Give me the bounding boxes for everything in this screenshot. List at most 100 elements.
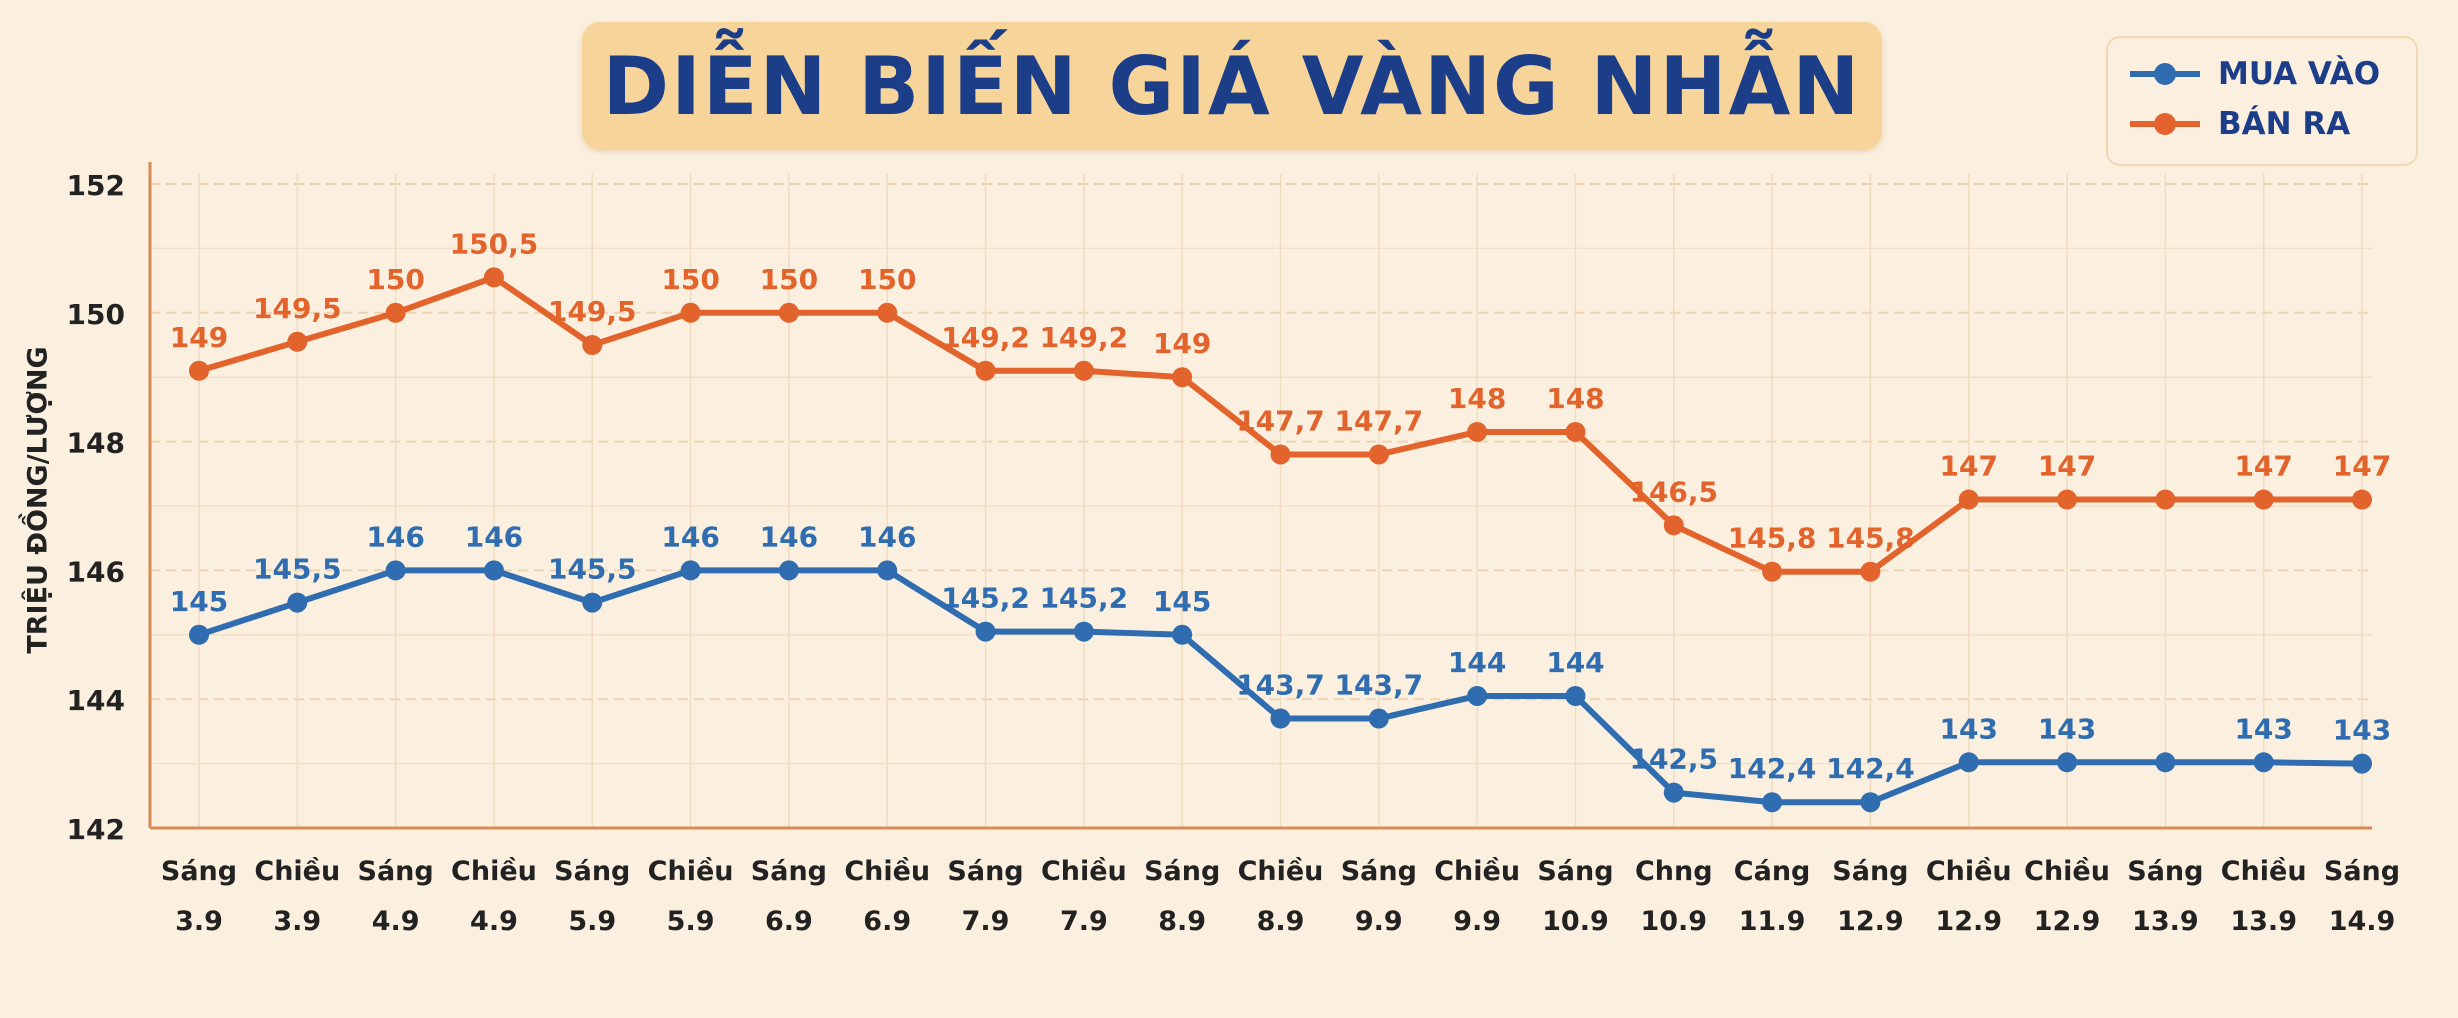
data-label: 147 xyxy=(2333,450,2391,483)
x-tick-label: Sáng xyxy=(1341,856,1417,887)
data-point xyxy=(582,592,603,613)
data-point xyxy=(1860,792,1881,813)
x-tick-label: Sáng xyxy=(947,856,1023,887)
x-tick-label-date: 3.9 xyxy=(273,906,321,937)
data-point xyxy=(483,560,504,581)
data-label: 149,5 xyxy=(253,292,342,325)
data-point xyxy=(877,302,898,323)
data-point xyxy=(1958,752,1979,773)
data-point xyxy=(385,560,406,581)
data-point xyxy=(1663,515,1684,536)
x-tick-label: Sáng xyxy=(358,856,434,887)
y-tick-label: 148 xyxy=(67,427,125,460)
x-tick-label: Chng xyxy=(1635,856,1713,887)
data-label: 145 xyxy=(1153,585,1211,618)
x-tick-label-date: 7.9 xyxy=(962,906,1010,937)
data-label: 149,2 xyxy=(941,321,1030,354)
x-tick-label-date: 12.9 xyxy=(2034,906,2101,937)
data-label: 145,8 xyxy=(1826,522,1915,555)
data-point xyxy=(1270,708,1291,729)
data-label: 146 xyxy=(366,520,424,553)
data-point xyxy=(975,360,996,381)
data-point xyxy=(1270,444,1291,465)
legend: MUA VÀO BÁN RA xyxy=(2106,36,2418,166)
y-tick-label: 146 xyxy=(67,555,125,588)
data-label: 143 xyxy=(1940,712,1998,745)
data-label: 146 xyxy=(858,520,916,553)
x-tick-label-date: 13.9 xyxy=(2132,906,2199,937)
axes xyxy=(148,162,2372,830)
x-tick-label-date: 8.9 xyxy=(1158,906,1206,937)
legend-marker-ban-ra xyxy=(2130,113,2200,135)
x-tick-label: Chiều xyxy=(844,856,930,887)
x-tick-label-date: 5.9 xyxy=(667,906,715,937)
data-label: 148 xyxy=(1546,382,1604,415)
x-tick-label-date: 9.9 xyxy=(1355,906,1403,937)
x-tick-label: Cáng xyxy=(1734,856,1811,887)
x-tick-labels: Sáng 3.9 Chiều 3.9 Sáng 4.9 Chiều 4.9 Sáng 5.9 Chi… xyxy=(161,856,2400,937)
y-tick-label: 142 xyxy=(67,813,125,846)
data-point xyxy=(1368,444,1389,465)
data-point xyxy=(2155,752,2176,773)
x-tick-label-date: 10.9 xyxy=(1640,906,1707,937)
data-point xyxy=(1762,792,1783,813)
data-point xyxy=(975,621,996,642)
data-label: 149,2 xyxy=(1040,321,1129,354)
data-label: 146 xyxy=(465,520,523,553)
data-point xyxy=(1467,685,1488,706)
data-label: 150,5 xyxy=(450,227,539,260)
x-tick-label-date: 6.9 xyxy=(765,906,813,937)
data-label: 143 xyxy=(2333,714,2391,747)
data-point xyxy=(2253,752,2274,773)
legend-label-ban-ra: BÁN RA xyxy=(2218,106,2351,142)
x-tick-label: Chiều xyxy=(1926,856,2012,887)
data-label: 144 xyxy=(1448,646,1506,679)
data-point xyxy=(2253,489,2274,510)
x-tick-label-date: 7.9 xyxy=(1060,906,1108,937)
x-tick-label-date: 12.9 xyxy=(1935,906,2002,937)
x-tick-label-date: 8.9 xyxy=(1257,906,1305,937)
data-label: 149,5 xyxy=(548,295,637,328)
data-label: 142,4 xyxy=(1826,752,1915,785)
data-label: 147 xyxy=(1940,450,1998,483)
data-point xyxy=(1172,624,1193,645)
data-label: 147,7 xyxy=(1335,404,1424,437)
y-tick-label: 144 xyxy=(67,684,125,717)
x-tick-label: Sáng xyxy=(161,856,237,887)
data-point xyxy=(1368,708,1389,729)
series-group: 145 145,5 146 146 145,5 146 146 146 145,2 145,2 14… xyxy=(170,227,2391,813)
x-tick-label-date: 9.9 xyxy=(1453,906,1501,937)
data-point xyxy=(582,335,603,355)
x-tick-label-date: 11.9 xyxy=(1739,906,1806,937)
data-label: 145,2 xyxy=(941,582,1030,615)
data-point xyxy=(778,560,799,581)
data-point xyxy=(189,624,209,645)
x-tick-label-date: 12.9 xyxy=(1837,906,1904,937)
data-label: 145,5 xyxy=(548,553,637,586)
data-point xyxy=(778,302,799,323)
data-point xyxy=(680,302,701,323)
data-label: 150 xyxy=(760,263,818,296)
data-point xyxy=(287,592,308,613)
y-axis-label: TRIỆU ĐỒNG/LƯỢNG xyxy=(22,346,54,654)
x-tick-label: Chiều xyxy=(254,856,340,887)
x-tick-label-date: 10.9 xyxy=(1542,906,1609,937)
x-tick-label-date: 4.9 xyxy=(372,906,420,937)
data-label: 146 xyxy=(661,520,719,553)
x-tick-label: Chiều xyxy=(648,856,734,887)
data-point xyxy=(1958,489,1979,510)
x-tick-label: Sáng xyxy=(2127,856,2203,887)
x-tick-label-date: 4.9 xyxy=(470,906,518,937)
data-point xyxy=(2352,753,2372,774)
y-tick-label: 150 xyxy=(67,298,125,331)
x-tick-label-date: 13.9 xyxy=(2230,906,2297,937)
chart-title-box: DIỄN BIẾN GIÁ VÀNG NHẪN xyxy=(582,22,1882,150)
data-point xyxy=(2057,489,2078,510)
legend-item-ban-ra: BÁN RA xyxy=(2128,104,2350,144)
data-label: 150 xyxy=(366,263,424,296)
data-label: 147 xyxy=(2234,450,2292,483)
x-tick-label-date: 14.9 xyxy=(2329,906,2396,937)
legend-label-mua-vao: MUA VÀO xyxy=(2218,56,2381,92)
x-tick-label: Sáng xyxy=(554,856,630,887)
x-tick-label: Sáng xyxy=(2324,856,2400,887)
